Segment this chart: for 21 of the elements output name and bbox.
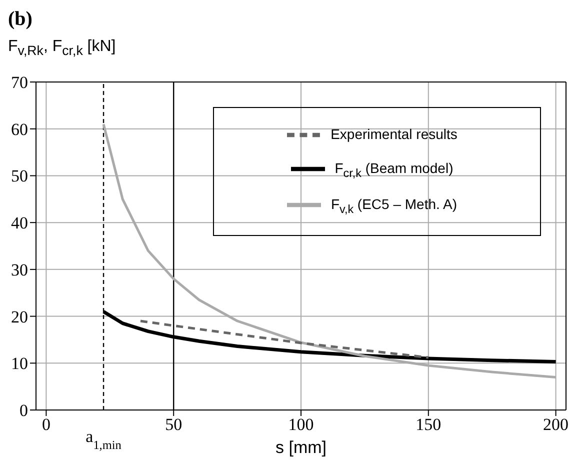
x-tick-label: 100: [288, 415, 314, 434]
y-tick-label: 30: [11, 260, 28, 280]
x-tick-label: 50: [165, 415, 182, 434]
x-axis-title: s [mm]: [276, 438, 326, 457]
ref-line-label: a$_{1,min}$: [86, 427, 122, 452]
y-tick-label: 60: [11, 120, 28, 139]
y-tick-label: 20: [11, 307, 28, 326]
y-tick-label: 70: [11, 73, 28, 92]
legend-label: F$_{v,k}$ (EC5 – Meth. A): [330, 196, 458, 216]
line-series: [139, 320, 430, 359]
x-tick-label: 150: [416, 415, 442, 434]
chart-title: (b): [8, 8, 32, 31]
y-axis-title: F$_{v,Rk}$, F$_{cr,k}$ [kN]: [8, 38, 116, 58]
legend-label: Experimental results: [330, 126, 458, 142]
legend-label: F$_{cr,k}$ (Beam model): [334, 160, 454, 180]
y-tick-label: 50: [11, 166, 28, 186]
y-tick-label: 0: [20, 401, 28, 420]
x-tick-label: 200: [543, 415, 569, 434]
y-tick-label: 10: [11, 354, 28, 374]
y-tick-label: 40: [11, 214, 28, 233]
x-tick-label: 0: [42, 415, 50, 434]
